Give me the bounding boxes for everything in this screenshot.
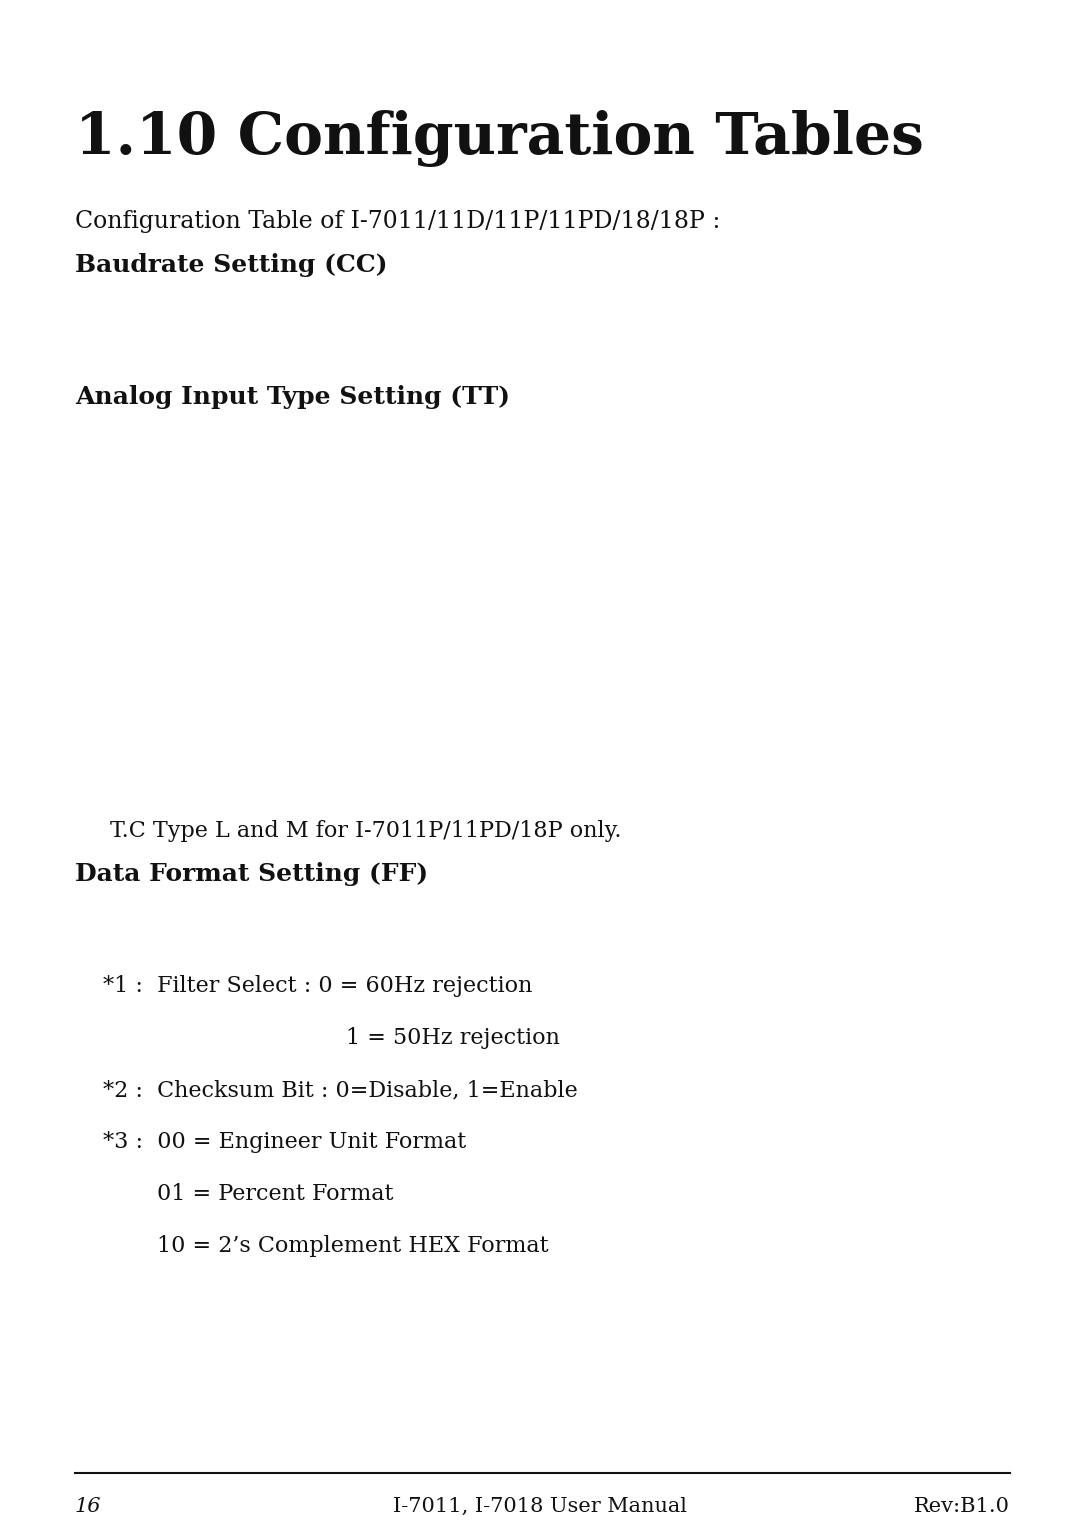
Text: 16: 16 (75, 1496, 102, 1516)
Text: T.C Type L and M for I-7011P/11PD/18P only.: T.C Type L and M for I-7011P/11PD/18P on… (110, 820, 621, 841)
Text: Baudrate Setting (CC): Baudrate Setting (CC) (75, 253, 388, 276)
Text: 01 = Percent Format: 01 = Percent Format (157, 1183, 393, 1205)
Text: 1.10 Configuration Tables: 1.10 Configuration Tables (75, 110, 923, 166)
Text: I-7011, I-7018 User Manual: I-7011, I-7018 User Manual (393, 1496, 687, 1516)
Text: Data Format Setting (FF): Data Format Setting (FF) (75, 863, 428, 886)
Text: 10 = 2’s Complement HEX Format: 10 = 2’s Complement HEX Format (157, 1235, 549, 1257)
Text: *1 :  Filter Select : 0 = 60Hz rejection: *1 : Filter Select : 0 = 60Hz rejection (103, 976, 532, 997)
Text: *3 :  00 = Engineer Unit Format: *3 : 00 = Engineer Unit Format (103, 1132, 465, 1153)
Text: Rev:B1.0: Rev:B1.0 (914, 1496, 1010, 1516)
Text: *2 :  Checksum Bit : 0=Disable, 1=Enable: *2 : Checksum Bit : 0=Disable, 1=Enable (103, 1080, 578, 1101)
Text: Configuration Table of I-7011/11D/11P/11PD/18/18P :: Configuration Table of I-7011/11D/11P/11… (75, 211, 720, 234)
Text: Analog Input Type Setting (TT): Analog Input Type Setting (TT) (75, 385, 510, 409)
Text: 1 = 50Hz rejection: 1 = 50Hz rejection (346, 1028, 559, 1049)
